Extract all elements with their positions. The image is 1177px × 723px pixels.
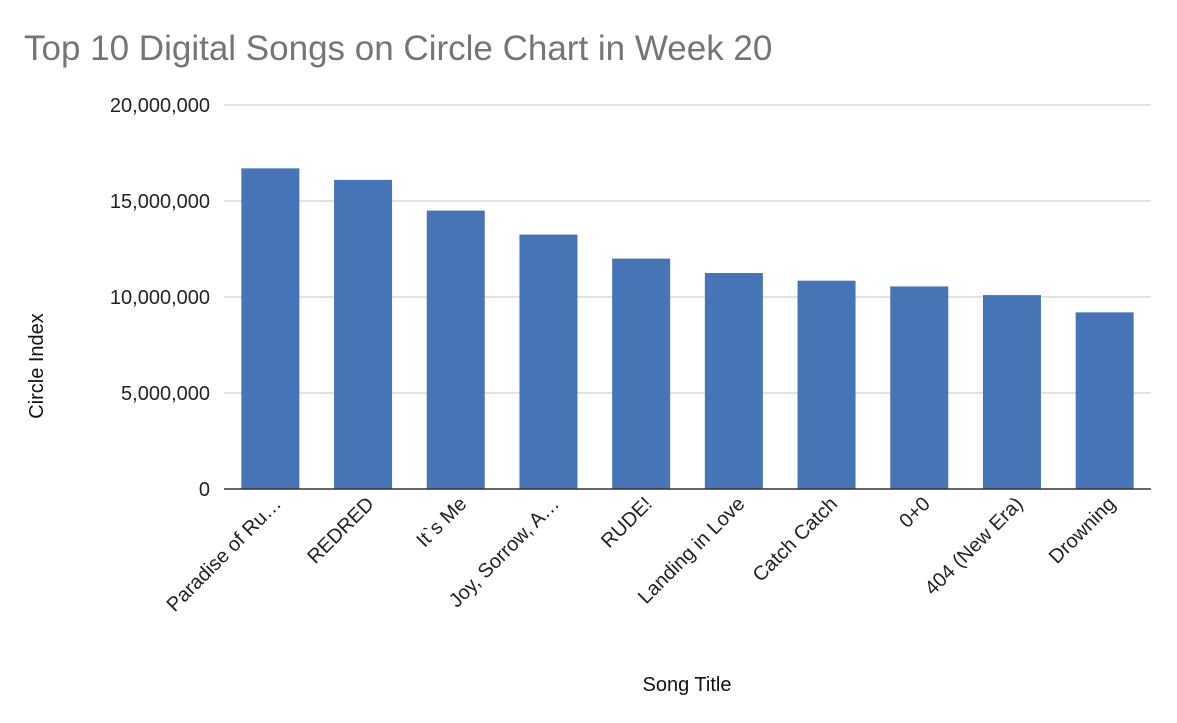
y-axis-ticks: 0 5,000,000 10,000,000 15,000,000 20,000,000 (110, 95, 210, 501)
bars (241, 168, 1134, 490)
bar (241, 168, 300, 490)
x-tick-label: It`s Me (413, 493, 472, 552)
x-tick-label: Catch Catch (749, 493, 842, 586)
y-tick-label: 10,000,000 (110, 287, 210, 309)
y-tick-label: 15,000,000 (110, 191, 210, 213)
x-tick-label: Paradise of Ru… (163, 493, 286, 616)
x-axis-label: Song Title (643, 674, 732, 696)
x-tick-label: RUDE! (597, 493, 657, 553)
bar (426, 210, 485, 489)
bar (1075, 312, 1134, 489)
chart-title: Top 10 Digital Songs on Circle Chart in … (24, 29, 772, 68)
bar (704, 273, 763, 489)
bar (890, 286, 949, 489)
bar (982, 295, 1041, 489)
y-axis-label: Circle Index (26, 313, 48, 419)
bar (334, 179, 393, 489)
y-tick-label: 20,000,000 (110, 95, 210, 117)
y-tick-label: 5,000,000 (121, 383, 210, 405)
x-tick-label: 0+0 (895, 493, 935, 533)
x-tick-label: Drowning (1045, 493, 1120, 568)
y-tick-label: 0 (199, 479, 210, 501)
x-tick-label: 404 (New Era) (921, 493, 1028, 600)
bar (612, 258, 671, 489)
bar (519, 234, 578, 489)
x-tick-label: REDRED (303, 493, 378, 568)
bar (797, 280, 856, 489)
